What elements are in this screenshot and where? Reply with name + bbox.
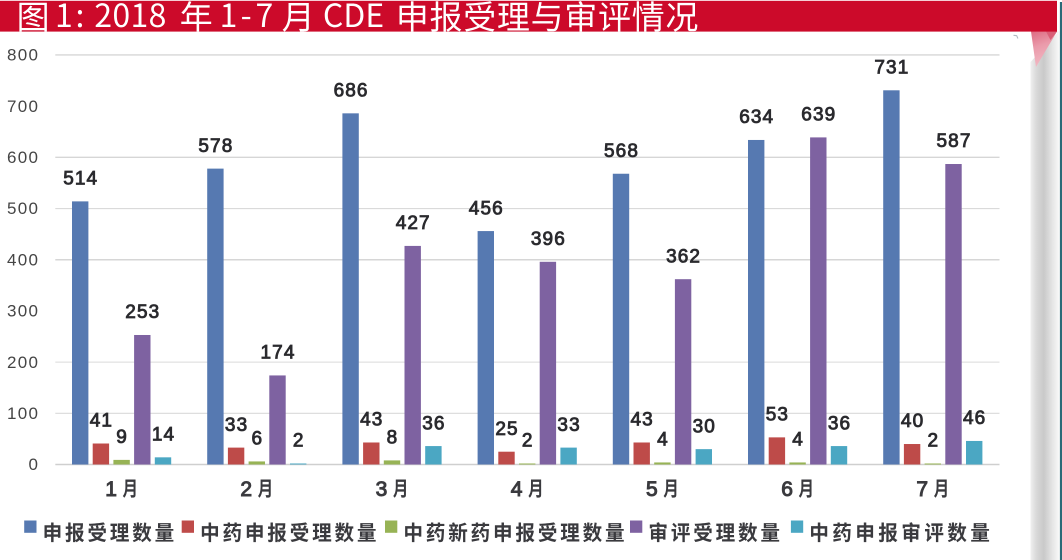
svg-text:9: 9 xyxy=(116,427,128,448)
svg-text:43: 43 xyxy=(360,410,383,431)
svg-text:2: 2 xyxy=(240,478,252,501)
svg-text:36: 36 xyxy=(828,413,851,434)
svg-text:2: 2 xyxy=(293,431,305,452)
svg-text:7: 7 xyxy=(916,478,928,501)
svg-text:46: 46 xyxy=(963,408,986,429)
svg-text:36: 36 xyxy=(422,413,445,434)
svg-text:4: 4 xyxy=(511,478,523,501)
svg-text:686: 686 xyxy=(334,81,369,102)
svg-text:43: 43 xyxy=(631,410,654,431)
svg-text:3: 3 xyxy=(376,478,388,501)
svg-text:200: 200 xyxy=(7,353,39,372)
svg-text:41: 41 xyxy=(90,411,113,432)
svg-text:514: 514 xyxy=(63,169,98,190)
svg-text:578: 578 xyxy=(198,136,233,157)
svg-text:8: 8 xyxy=(387,428,399,449)
svg-text:731: 731 xyxy=(874,58,909,79)
svg-text:6: 6 xyxy=(251,429,263,450)
svg-text:0: 0 xyxy=(29,455,40,474)
svg-text:4: 4 xyxy=(657,430,669,451)
svg-text:6: 6 xyxy=(781,478,793,501)
svg-text:5: 5 xyxy=(646,478,658,501)
svg-text:568: 568 xyxy=(604,141,639,162)
svg-text:2: 2 xyxy=(522,431,534,452)
svg-text:40: 40 xyxy=(901,411,924,432)
svg-text:587: 587 xyxy=(936,131,971,152)
svg-text:30: 30 xyxy=(693,416,716,437)
svg-text:500: 500 xyxy=(7,199,39,218)
svg-text:362: 362 xyxy=(666,246,701,267)
svg-text:174: 174 xyxy=(260,343,295,364)
svg-text:300: 300 xyxy=(7,302,39,321)
svg-text:1: 1 xyxy=(105,478,117,501)
svg-text:700: 700 xyxy=(7,97,39,116)
svg-text:634: 634 xyxy=(739,107,774,128)
svg-text:33: 33 xyxy=(557,415,580,436)
svg-text:14: 14 xyxy=(152,425,175,446)
svg-text:53: 53 xyxy=(766,405,789,426)
svg-text:456: 456 xyxy=(469,198,504,219)
svg-text:33: 33 xyxy=(225,415,248,436)
svg-text:253: 253 xyxy=(125,302,160,323)
svg-text:100: 100 xyxy=(7,404,39,423)
svg-text:2: 2 xyxy=(927,431,939,452)
svg-text:639: 639 xyxy=(801,105,836,126)
svg-text:25: 25 xyxy=(495,419,518,440)
svg-text:427: 427 xyxy=(396,213,431,234)
svg-text:800: 800 xyxy=(7,46,39,65)
svg-text:400: 400 xyxy=(7,250,39,269)
svg-text:396: 396 xyxy=(531,229,566,250)
svg-text:600: 600 xyxy=(7,148,39,167)
svg-text:4: 4 xyxy=(792,430,804,451)
